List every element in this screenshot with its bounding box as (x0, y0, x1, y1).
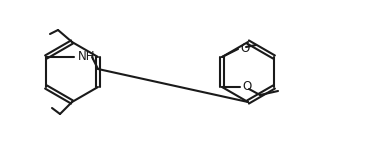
Text: O: O (240, 41, 249, 55)
Text: NH: NH (78, 49, 96, 62)
Text: O: O (242, 80, 251, 94)
